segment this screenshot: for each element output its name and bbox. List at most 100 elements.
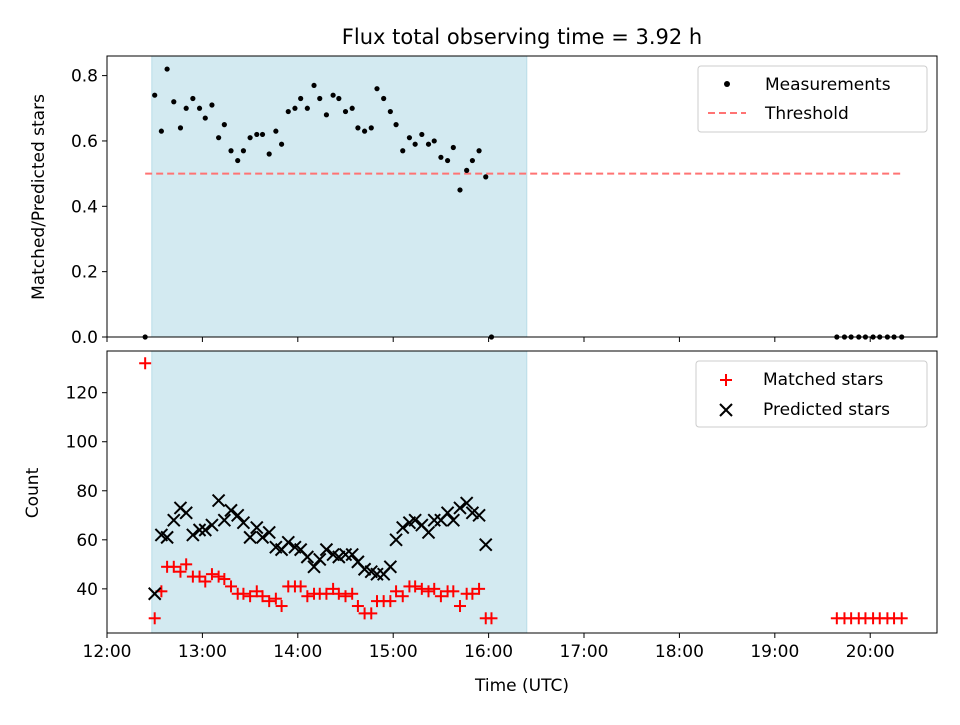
x-tick-label: 17:00 [560, 642, 609, 662]
matched-stars-point [205, 568, 218, 581]
predicted-stars-point [255, 530, 270, 545]
predicted-stars-point [198, 523, 212, 537]
x-tick-label: 12:00 [83, 642, 132, 662]
predicted-stars-point [205, 518, 219, 532]
predicted-stars-point [396, 520, 410, 535]
legend-matched-marker [720, 374, 732, 386]
y-tick-label: 0.6 [71, 132, 98, 152]
measurement-point [431, 138, 437, 144]
measurement-point [469, 157, 475, 164]
matched-stars-point [174, 565, 187, 578]
counts-y-axis-label: Count [23, 467, 43, 518]
matched-stars-point [269, 592, 282, 605]
predicted-stars-point [408, 513, 422, 527]
predicted-stars-point [345, 547, 359, 562]
matched-stars-point [485, 612, 498, 625]
x-tick-label: 20:00 [846, 642, 895, 662]
measurement-point [342, 108, 349, 115]
x-tick-label: 13:00 [178, 642, 227, 662]
matched-stars-point [212, 570, 225, 583]
matched-stars-point [225, 580, 238, 593]
matched-stars-point [895, 612, 908, 625]
measurement-point [393, 122, 399, 128]
legend-predicted-label: Predicted stars [763, 400, 890, 420]
legend-measurements-marker [724, 81, 730, 87]
measurement-point [355, 125, 361, 131]
matched-stars-point [275, 600, 288, 613]
measurement-point [278, 141, 285, 147]
x-tick-label: 14:00 [273, 642, 322, 662]
measurement-point [361, 128, 368, 134]
legend-measurements-label: Measurements [765, 75, 891, 95]
predicted-stars-point [167, 513, 181, 527]
x-tick-label: 16:00 [464, 642, 513, 662]
predicted-stars-point [313, 552, 327, 567]
predicted-stars-point [479, 538, 493, 552]
predicted-stars-point [211, 493, 226, 508]
legend-threshold-label: Threshold [764, 104, 849, 124]
y-tick-label: 80 [76, 482, 98, 502]
matched-stars-point [237, 587, 250, 600]
matched-stars-point [199, 575, 212, 588]
measurement-point [450, 144, 456, 151]
measurement-point [216, 135, 222, 141]
measurement-point [323, 112, 330, 118]
matched-stars-point [148, 612, 161, 625]
counts-legend-box [695, 360, 928, 428]
legend-matched-label: Matched stars [763, 370, 883, 390]
matched-stars-point [473, 582, 486, 595]
matched-stars-point [256, 590, 269, 603]
measurement-point [476, 148, 482, 154]
predicted-stars-point [307, 560, 321, 574]
measurement-point [349, 105, 355, 111]
matched-stars-point [447, 585, 460, 598]
matched-stars-point [409, 580, 422, 593]
predicted-stars-point [446, 513, 461, 527]
measurement-point [483, 174, 489, 180]
measurement-point [177, 125, 184, 131]
matched-stars-point [294, 580, 307, 593]
predicted-stars-point [319, 542, 334, 557]
matched-stars-point [332, 587, 345, 600]
matched-stars-point [139, 357, 152, 370]
y-tick-label: 40 [76, 580, 98, 600]
measurement-point [374, 86, 380, 92]
y-tick-label: 0.0 [71, 328, 98, 348]
measurement-point [196, 105, 203, 111]
measurement-point [298, 95, 304, 102]
matched-stars-point [422, 585, 435, 598]
y-tick-label: 120 [66, 384, 98, 404]
x-axis-label: Time (UTC) [474, 676, 569, 696]
predicted-stars-point [243, 530, 257, 545]
matched-stars-point [167, 560, 180, 573]
ratio-y-axis-label: Matched/Predicted stars [29, 94, 49, 300]
measurement-point [164, 66, 170, 72]
measurement-point [254, 131, 260, 138]
measurement-point [292, 105, 298, 111]
ratio-panel: 0.00.20.40.60.8 Matched/Predicted stars … [29, 55, 938, 348]
predicted-stars-point [230, 508, 245, 523]
legend-predicted-marker [719, 403, 733, 417]
matched-stars-point [263, 595, 276, 608]
y-tick-label: 0.8 [71, 67, 98, 87]
matched-stars-point [244, 590, 257, 603]
counts-panel-frame [106, 350, 938, 634]
counts-legend: Matched stars Predicted stars [695, 360, 928, 428]
measurement-point [209, 102, 215, 108]
measurement-point [381, 95, 387, 102]
y-tick-label: 0.4 [71, 197, 98, 217]
measurement-point [406, 135, 413, 141]
measurement-point [285, 108, 291, 115]
x-tick-label: 18:00 [655, 642, 704, 662]
ratio-legend: Measurements Threshold [697, 65, 928, 133]
measurement-point [158, 128, 164, 134]
measurement-point [419, 131, 425, 138]
measurement-point [190, 95, 196, 102]
measurement-point [438, 154, 444, 160]
matched-stars-point [346, 587, 359, 600]
predicted-stars-point [250, 520, 264, 535]
measurement-point [266, 151, 272, 157]
measurement-point [425, 141, 432, 147]
measurement-point [273, 128, 279, 134]
matched-stars-point [390, 585, 403, 598]
